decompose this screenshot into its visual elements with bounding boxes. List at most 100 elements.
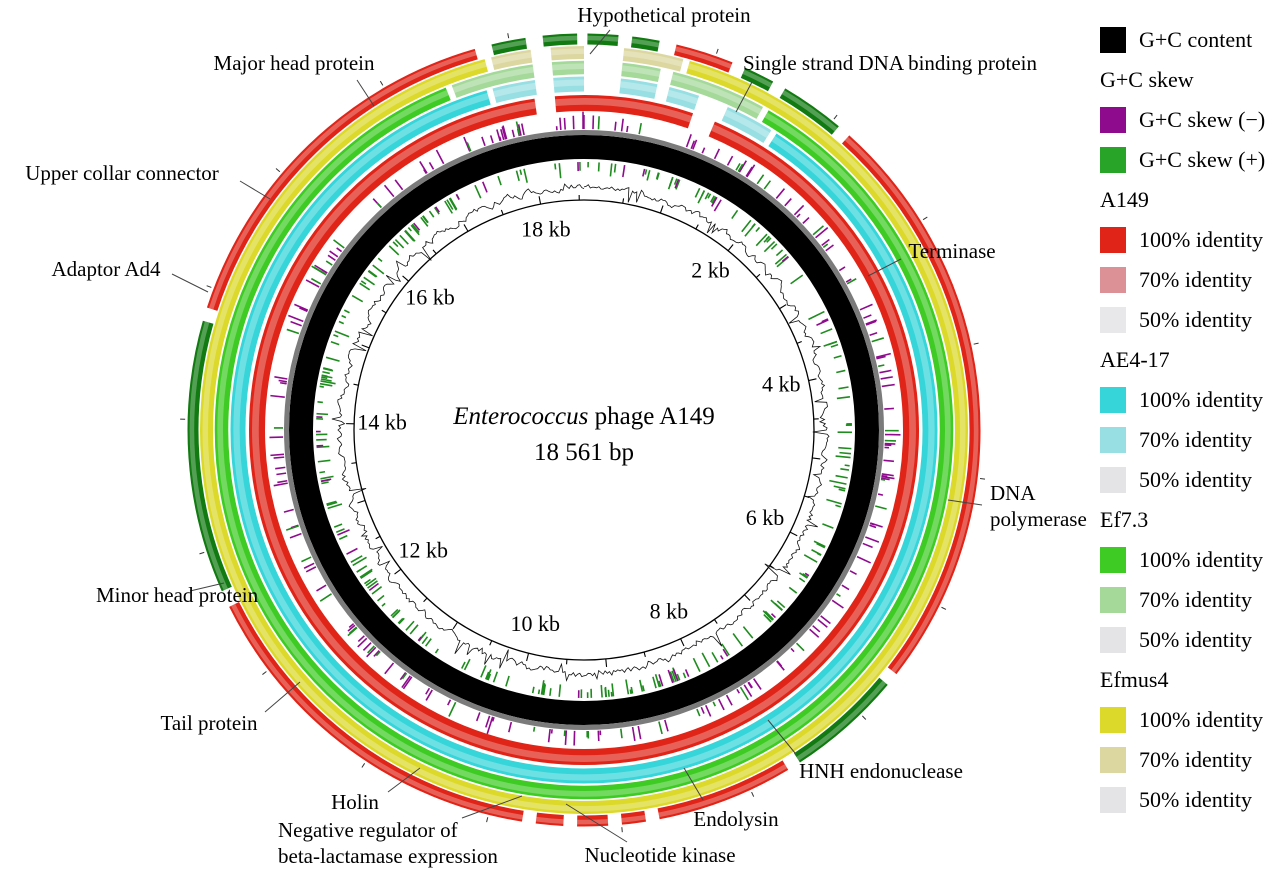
ring-ef7.3-full-highlight [217, 90, 951, 797]
gc-skew-plus-tick [710, 195, 715, 203]
gc-skew-minus-tick [486, 716, 494, 735]
gc-skew-plus-tick [742, 626, 754, 639]
gc-skew-plus-tick [404, 229, 416, 242]
scale-tick [659, 205, 664, 214]
gc-skew-plus-tick [704, 192, 710, 200]
gc-skew-minus-tick [294, 303, 309, 311]
scale-tick [489, 640, 493, 646]
gene-segment-reverse-highlight [189, 321, 228, 591]
gene-segment-forward-highlight [577, 819, 609, 825]
gc-skew-plus-tick [325, 356, 340, 362]
gc-skew-minus-tick [790, 647, 795, 653]
gc-skew-plus-tick [327, 503, 343, 510]
gc-skew-minus-tick [735, 163, 741, 171]
gene-segment-forward-highlight [844, 136, 979, 673]
gc-skew-plus-tick [317, 401, 323, 404]
gene-segment-forward [229, 602, 524, 822]
legend-label: 50% identity [1139, 786, 1253, 812]
gc-skew-plus-tick [625, 679, 630, 695]
gc-skew-minus-tick [747, 681, 753, 689]
gc-skew-plus-tick [830, 343, 839, 348]
scale-tick [695, 224, 699, 230]
gc-skew-plus-tick [321, 481, 329, 485]
leader-line [867, 258, 902, 277]
gc-skew-plus-tick [600, 685, 603, 698]
scale-tick [423, 597, 428, 603]
gene-segment-forward-highlight [621, 814, 646, 823]
gc-skew-minus-tick [289, 532, 302, 539]
gene-segment-reverse-highlight [491, 39, 527, 51]
legend-label: 70% identity [1139, 426, 1253, 452]
gc-skew-minus-tick [314, 264, 328, 274]
gc-skew-minus-tick [563, 117, 566, 130]
leader-line [189, 582, 225, 592]
gc-skew-plus-tick [320, 378, 332, 382]
scale-label-8kb: 8 kb [650, 598, 689, 623]
gc-skew-minus-tick [838, 266, 846, 272]
gc-content-ring [289, 135, 879, 725]
legend-header-g-c-skew: G+C skew [1100, 66, 1194, 92]
gc-skew-minus-tick [447, 699, 452, 706]
gc-skew-minus-tick [498, 136, 502, 141]
gc-skew-plus-tick [397, 617, 404, 624]
legend: G+C content G+C skew G+C skew (−) G+C skew … [1100, 26, 1265, 826]
gc-skew-plus-tick [790, 274, 804, 285]
gc-skew-minus-tick [881, 475, 895, 480]
gc-skew-plus-tick [360, 570, 373, 579]
gc-skew-minus-tick [825, 244, 834, 252]
gc-skew-plus-tick [410, 224, 420, 236]
gc-skew-plus-tick [808, 310, 825, 321]
scale-tick [394, 568, 402, 575]
gc-skew-plus-tick [607, 689, 610, 697]
ring-ae4-17-pale [619, 78, 658, 99]
scale-label-4kb: 4 kb [762, 372, 801, 397]
gc-skew-plus-tick [719, 655, 724, 660]
gc-skew-minus-tick [313, 266, 327, 276]
scale-label-16kb: 16 kb [405, 284, 455, 309]
gc-skew-minus-tick [745, 166, 753, 177]
gc-skew-minus-tick [515, 121, 521, 137]
gc-skew-minus-tick [435, 149, 445, 165]
legend-swatch [1100, 466, 1126, 493]
gc-skew-minus-tick [502, 125, 508, 140]
legend-item-70-identity: 70% identity [1100, 586, 1265, 613]
gc-skew-plus-tick [669, 176, 674, 186]
gc-skew-minus-tick [718, 698, 725, 711]
ring-ae4-17-pale-highlight [493, 82, 537, 98]
gc-skew-plus-tick [484, 671, 490, 680]
gc-skew-plus-tick [413, 222, 421, 231]
gc-skew-minus-tick [877, 493, 884, 496]
gc-skew-minus-tick [511, 129, 515, 138]
gene-segment-reverse-highlight [781, 90, 838, 132]
gc-skew-minus-tick [841, 584, 850, 591]
legend-item-50-identity: 50% identity [1100, 466, 1265, 493]
legend-header-a149: A149 [1100, 186, 1149, 212]
scale-tick [452, 621, 459, 630]
gene-segment-reverse [630, 36, 660, 52]
gc-skew-minus-tick [862, 542, 873, 549]
outer-scale-tick [486, 817, 489, 823]
gc-skew-plus-tick [359, 568, 373, 578]
gc-skew-plus-tick [770, 599, 783, 611]
legend-item-100-identity: 100% identity [1100, 226, 1265, 253]
gc-skew-plus-tick [692, 657, 701, 672]
gc-skew-minus-tick [367, 645, 375, 654]
legend-swatch [1100, 426, 1126, 453]
gc-skew-plus-tick [642, 168, 646, 177]
gc-skew-plus-tick [835, 474, 848, 479]
gc-skew-plus-tick [770, 243, 778, 250]
gc-skew-plus-tick [333, 334, 339, 338]
gc-skew-plus-tick [316, 412, 329, 416]
outer-scale-tick [941, 606, 947, 610]
gene-segment-reverse-highlight [796, 680, 887, 761]
legend-item-g-c-skew: G+C skew (−) [1100, 106, 1265, 133]
legend-label: 70% identity [1139, 586, 1253, 612]
gc-skew-plus-tick [317, 459, 331, 463]
leader-line [735, 81, 753, 113]
gc-skew-minus-tick [273, 482, 288, 487]
legend-item-50-identity: 50% identity [1100, 306, 1265, 333]
gc-skew-plus-tick [333, 523, 343, 528]
gene-segment-reverse [740, 67, 774, 92]
gc-skew-minus-tick [547, 728, 551, 743]
gene-segment-forward-highlight [535, 816, 564, 824]
